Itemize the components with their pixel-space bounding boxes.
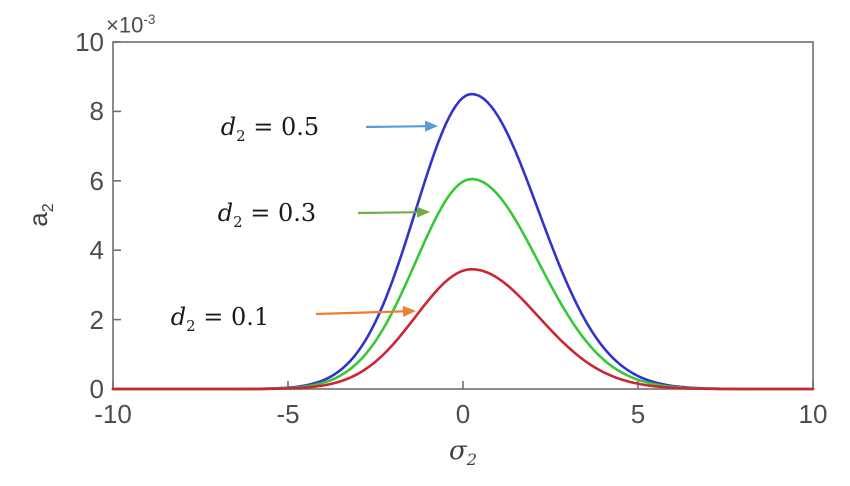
annotation-d2-0-1: d2 = 0.1 <box>170 303 270 335</box>
x-tick-label: 10 <box>798 399 828 429</box>
annotation-d2-0-5: d2 = 0.5 <box>220 113 320 145</box>
x-tick-label: -10 <box>94 399 132 429</box>
y-tick-label: 6 <box>89 165 104 196</box>
y-tick-label: 0 <box>89 374 104 404</box>
y-tick-label: 10 <box>75 27 104 57</box>
y-axis-multiplier-label: ×10-3 <box>106 12 156 38</box>
y-tick-label: 8 <box>89 96 104 127</box>
x-tick-label: 0 <box>455 399 471 429</box>
x-axis-label: σ2 <box>449 436 477 470</box>
annotation-d2-0-3: d2 = 0.3 <box>217 199 317 231</box>
x-tick-label: 5 <box>630 399 646 429</box>
y-axis-label: a2 <box>23 203 58 227</box>
y-tick-label: 2 <box>89 304 104 335</box>
y-tick-label: 4 <box>89 235 104 266</box>
x-tick-label: -5 <box>276 399 300 429</box>
